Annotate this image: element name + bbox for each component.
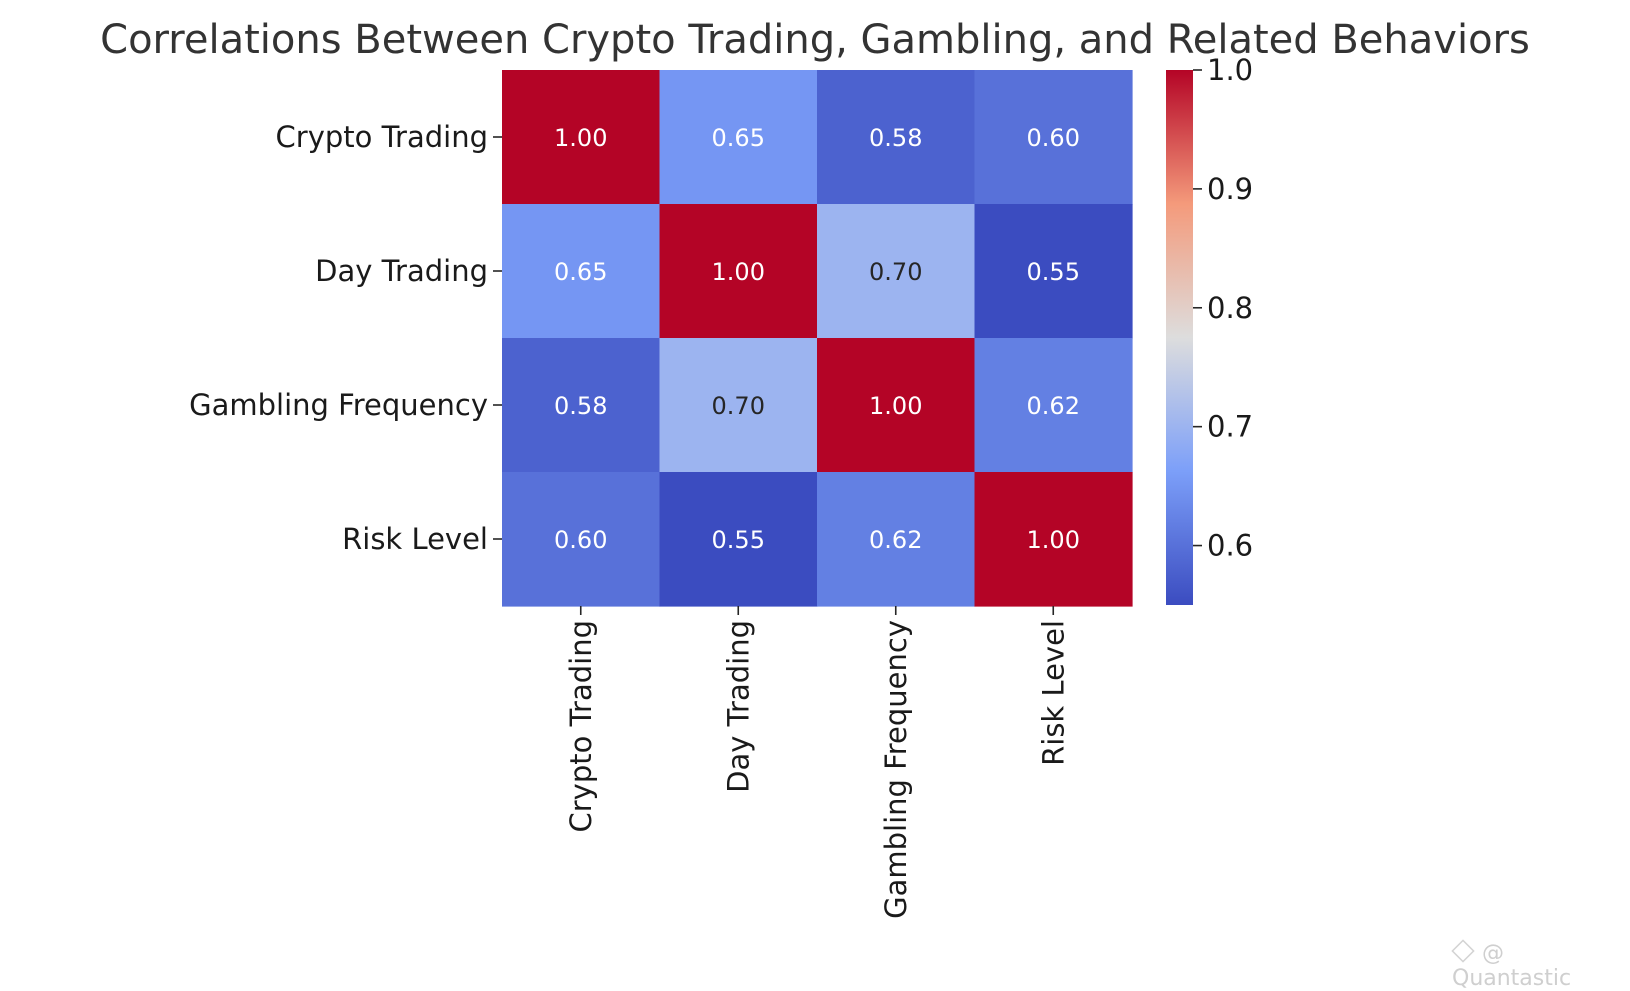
heatmap-cell <box>502 204 661 339</box>
chart-title: Correlations Between Crypto Trading, Gam… <box>100 17 1530 63</box>
cell-value-label: 0.62 <box>869 526 922 554</box>
x-tick-label-gambling-frequency: Gambling Frequency <box>879 620 913 919</box>
cell-value-label: 0.70 <box>869 258 922 286</box>
cell-value-label: 0.65 <box>712 124 765 152</box>
cell-value-label: 0.60 <box>1027 124 1080 152</box>
heatmap-cell <box>502 472 661 607</box>
cell-value-label: 1.00 <box>869 392 922 420</box>
colorbar-tick-label: 0.9 <box>1207 172 1253 206</box>
heatmap-cell <box>817 472 976 607</box>
heatmap-cell <box>659 472 818 607</box>
cell-value-label: 0.62 <box>1027 392 1080 420</box>
watermark-logo-icon <box>1451 939 1475 963</box>
colorbar-gradient <box>1166 70 1193 605</box>
x-tick-label-day-trading: Day Trading <box>721 620 755 793</box>
heatmap-cell <box>817 204 976 339</box>
y-tick-label-risk-level: Risk Level <box>342 522 488 556</box>
heatmap-cell <box>817 338 976 473</box>
x-tick-label-crypto-trading: Crypto Trading <box>564 620 598 832</box>
heatmap-cell <box>817 70 976 205</box>
heatmap-cell <box>659 338 818 473</box>
y-tick-label-crypto-trading: Crypto Trading <box>276 120 488 154</box>
cell-value-label: 0.70 <box>712 392 765 420</box>
colorbar-tick-label: 0.6 <box>1207 529 1253 563</box>
heatmap-cell <box>974 204 1133 339</box>
heatmap-cell <box>659 70 818 205</box>
heatmap-cells: 1.00 0.65 0.58 0.60 0.65 1.00 0.70 0.55 0.58 0.70… <box>502 70 1133 607</box>
colorbar: 0.6 0.7 0.8 0.9 1.0 <box>1166 53 1253 605</box>
y-tick-label-day-trading: Day Trading <box>315 254 488 288</box>
cell-value-label: 0.60 <box>554 526 607 554</box>
cell-value-label: 1.00 <box>1027 526 1080 554</box>
heatmap-cell <box>502 338 661 473</box>
watermark: @ Quantastic <box>1451 939 1630 991</box>
cell-value-label: 0.55 <box>1027 258 1080 286</box>
x-axis: Crypto Trading Day Trading Gambling Freque… <box>564 606 1070 919</box>
heatmap-cell <box>974 338 1133 473</box>
cell-value-label: 0.65 <box>554 258 607 286</box>
heatmap-cell <box>502 70 661 205</box>
cell-value-label: 0.58 <box>554 392 607 420</box>
y-tick-label-gambling-frequency: Gambling Frequency <box>189 388 488 422</box>
heatmap-cell <box>974 472 1133 607</box>
colorbar-tick-label: 0.8 <box>1207 291 1253 325</box>
cell-value-label: 0.58 <box>869 124 922 152</box>
cell-value-label: 1.00 <box>712 258 765 286</box>
cell-value-label: 0.55 <box>712 526 765 554</box>
heatmap-cell <box>659 204 818 339</box>
colorbar-tick-label: 1.0 <box>1207 53 1253 87</box>
heatmap-cell <box>974 70 1133 205</box>
y-axis: Crypto Trading Day Trading Gambling Freque… <box>189 120 502 556</box>
colorbar-tick-label: 0.7 <box>1207 410 1253 444</box>
cell-value-label: 1.00 <box>554 124 607 152</box>
x-tick-label-risk-level: Risk Level <box>1036 620 1070 766</box>
